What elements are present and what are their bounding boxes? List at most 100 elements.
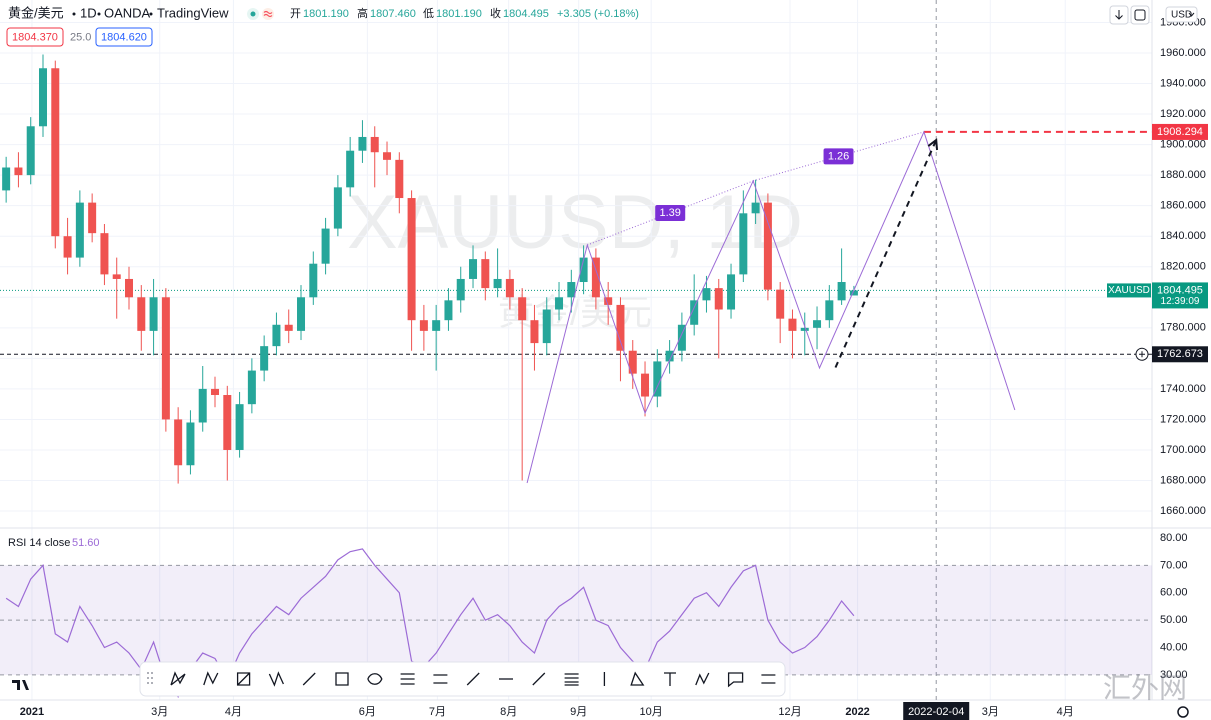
candle-body	[247, 370, 256, 405]
maximize-glyph	[1134, 9, 1146, 21]
toolbar-button[interactable]	[236, 672, 251, 686]
y-tick-label: 1820.000	[1160, 261, 1206, 273]
logo[interactable]	[12, 680, 29, 690]
x-tick-label: 4月	[225, 706, 242, 718]
symbol[interactable]: 黄金/美元	[8, 5, 64, 20]
y-tick-label: 1940.000	[1160, 77, 1206, 89]
toolbar-button[interactable]	[564, 673, 579, 686]
candle-body	[579, 257, 588, 283]
delay-icon[interactable]	[262, 8, 274, 20]
candle-body	[260, 346, 269, 371]
add-alert-glyph	[1139, 351, 1145, 358]
rsi-tick-label: 80.00	[1160, 532, 1188, 544]
candle-body	[505, 278, 514, 298]
candle-body	[702, 288, 711, 301]
exchange: OANDA	[104, 5, 151, 20]
toolbar-button[interactable]	[664, 672, 676, 686]
x-tick-label: 12月	[778, 706, 801, 718]
x-tick-label: 6月	[359, 706, 376, 718]
interval[interactable]: 1D	[80, 5, 97, 20]
toolbar-button[interactable]	[335, 672, 349, 686]
candle-body	[456, 278, 465, 301]
candle-body	[714, 288, 723, 310]
toolbar-grip	[151, 672, 153, 674]
toolbar-button[interactable]	[695, 672, 710, 686]
toolbar-button[interactable]	[268, 671, 284, 687]
toolbar-button[interactable]	[170, 671, 186, 686]
candle-body	[837, 282, 846, 301]
candle-body	[235, 404, 244, 450]
x-tick-label: 7月	[429, 706, 446, 718]
toolbar-button[interactable]	[400, 673, 415, 685]
toolbar-grip	[147, 682, 149, 684]
bid-box[interactable]	[6, 27, 64, 47]
candle-body	[776, 289, 785, 319]
candle-body	[2, 167, 11, 191]
toolbar-button[interactable]	[203, 671, 219, 686]
y-tick-label: 1920.000	[1160, 108, 1206, 120]
toolbar-button[interactable]	[367, 673, 383, 685]
y-tick-label: 1880.000	[1160, 169, 1206, 181]
currency-select[interactable]	[1165, 6, 1198, 23]
close-label: 收	[490, 6, 501, 20]
toolbar-button[interactable]	[433, 674, 448, 684]
maximize-button[interactable]	[1130, 5, 1150, 25]
candle-body	[813, 320, 822, 328]
toolbar-button[interactable]	[727, 672, 744, 688]
candle-body	[518, 297, 527, 321]
x-tick-label: 2022	[845, 706, 869, 718]
candle-body	[763, 202, 772, 290]
candle-body	[39, 68, 48, 127]
candle-body	[567, 282, 576, 298]
y-tick-label: 1860.000	[1160, 200, 1206, 212]
candle-body	[481, 259, 490, 289]
platform: TradingView	[157, 5, 229, 20]
price-label-box	[1152, 282, 1208, 309]
separator	[72, 12, 76, 16]
toolbar-button[interactable]	[466, 672, 480, 686]
candle-body	[530, 320, 539, 344]
crosshair-label: 2022-02-04	[908, 706, 964, 718]
candle-body	[100, 233, 109, 275]
price-label-box	[1152, 123, 1208, 140]
symbol-tag-box	[1107, 283, 1151, 298]
y-tick-label: 1720.000	[1160, 413, 1206, 425]
candle-body	[297, 297, 306, 331]
toolbar-button[interactable]	[532, 672, 546, 686]
settings-icon[interactable]	[1177, 706, 1189, 718]
ratio-box	[655, 205, 686, 222]
candle-body	[346, 150, 355, 188]
candle-body	[788, 318, 797, 331]
candle-body	[751, 202, 760, 214]
currency: USD	[1171, 10, 1192, 21]
close-value: 1804.495	[503, 8, 549, 20]
candle-body	[432, 320, 441, 331]
toolbar-button[interactable]	[302, 672, 316, 686]
background-layer: XAUUSD, 1D 黄金/美元	[347, 180, 803, 332]
x-tick-label: 2021	[20, 706, 44, 718]
candle-body	[333, 187, 342, 229]
rsi-tick-label: 70.00	[1160, 559, 1188, 571]
candle-body	[677, 324, 686, 351]
bid: 1804.370	[12, 31, 58, 43]
candle-body	[849, 290, 858, 296]
currency-chevron	[1188, 12, 1195, 17]
site-watermark: 汇外网	[1103, 672, 1187, 703]
candle-body	[739, 213, 748, 275]
candle-body	[321, 228, 330, 264]
y-tick-label: 1780.000	[1160, 322, 1206, 334]
toolbar-grip	[147, 677, 149, 679]
candle-body	[407, 198, 416, 321]
x-tick-label: 3月	[982, 706, 999, 718]
watermark-title: XAUUSD, 1D	[347, 180, 803, 265]
y-tick-label: 1700.000	[1160, 444, 1206, 456]
toolbar-button[interactable]	[761, 674, 776, 684]
candle-body	[653, 361, 662, 397]
candle-body	[419, 320, 428, 331]
toolbar-button[interactable]	[630, 671, 645, 686]
candle-body	[137, 297, 146, 331]
ask-box[interactable]	[95, 27, 153, 47]
crosshair-label-box	[903, 702, 970, 720]
toolbar-grip	[151, 677, 153, 679]
